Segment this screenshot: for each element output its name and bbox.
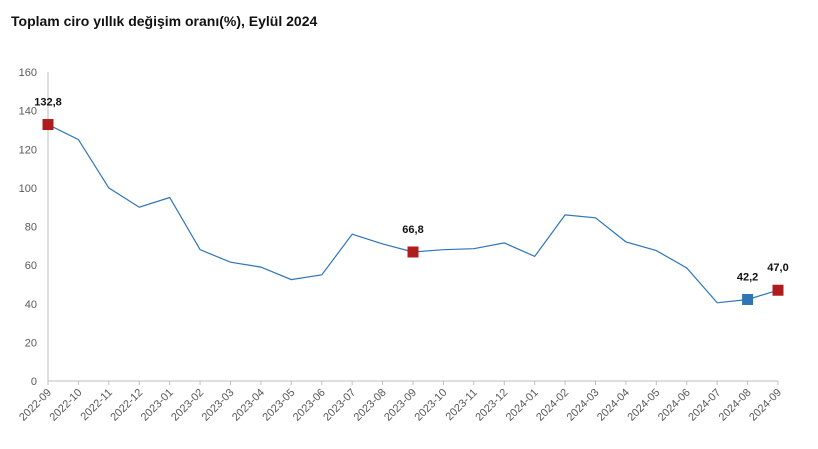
y-tick-label: 120 [19, 144, 37, 156]
x-tick-label: 2024-09 [747, 387, 784, 424]
y-tick-label: 100 [19, 183, 37, 195]
x-tick-label: 2024-02 [534, 387, 571, 424]
x-tick-label: 2024-07 [686, 387, 723, 424]
x-tick-label: 2023-12 [473, 387, 510, 424]
x-tick-label: 2024-04 [595, 387, 632, 424]
y-tick-label: 60 [25, 260, 37, 272]
x-tick-label: 2024-05 [625, 387, 662, 424]
y-tick-label: 40 [25, 299, 37, 311]
x-tick-label: 2023-09 [382, 387, 419, 424]
x-tick-label: 2022-10 [48, 387, 85, 424]
data-label: 66,8 [402, 224, 423, 236]
x-tick-label: 2023-01 [139, 387, 176, 424]
x-tick-label: 2024-03 [565, 387, 602, 424]
x-tick-label: 2023-03 [200, 387, 237, 424]
y-tick-label: 0 [31, 376, 37, 388]
data-point-marker [742, 294, 754, 306]
y-tick-label: 20 [25, 337, 37, 349]
y-tick-label: 140 [19, 106, 37, 118]
x-tick-label: 2022-09 [17, 387, 54, 424]
data-label: 42,2 [737, 272, 758, 284]
y-tick-label: 80 [25, 222, 37, 234]
data-label: 47,0 [767, 262, 788, 274]
series-line [47, 123, 779, 304]
x-tick-label: 2024-01 [504, 387, 541, 424]
x-tick-label: 2024-08 [717, 387, 754, 424]
data-label: 132,8 [34, 97, 62, 109]
x-tick-label: 2023-10 [413, 387, 450, 424]
x-tick-label: 2023-08 [352, 387, 389, 424]
x-tick-label: 2023-06 [291, 387, 328, 424]
data-point-marker [407, 246, 419, 258]
x-tick-label: 2023-04 [230, 387, 267, 424]
x-tick-label: 2024-06 [656, 387, 693, 424]
data-point-marker [772, 284, 784, 296]
chart-title: Toplam ciro yıllık değişim oranı(%), Eyl… [11, 13, 318, 29]
x-tick-label: 2023-07 [321, 387, 358, 424]
x-tick-label: 2022-12 [108, 387, 145, 424]
y-tick-label: 160 [19, 67, 37, 79]
data-point-marker [42, 119, 54, 131]
x-tick-label: 2023-05 [260, 387, 297, 424]
x-tick-label: 2023-02 [169, 387, 206, 424]
